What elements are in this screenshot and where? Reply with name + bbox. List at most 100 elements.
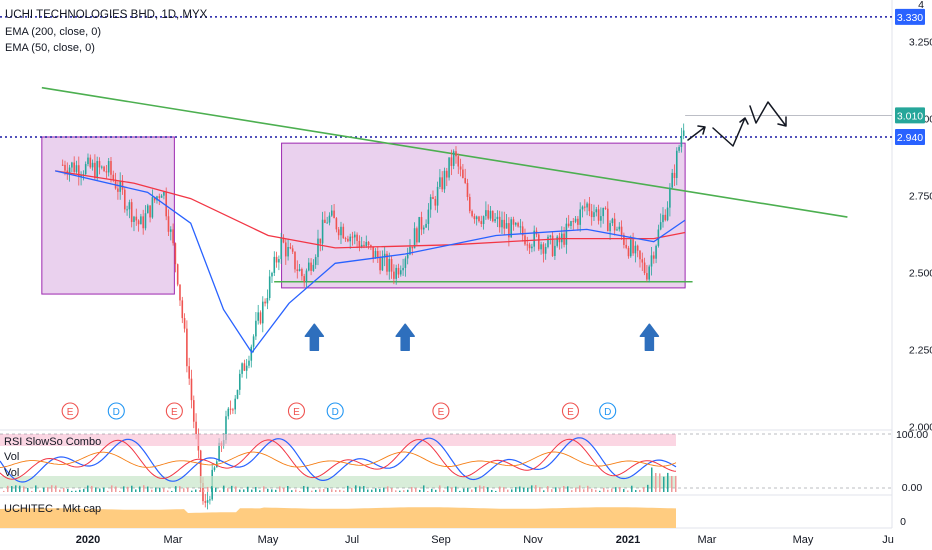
candle-body xyxy=(531,246,533,249)
overbought-band xyxy=(0,434,676,446)
candle-body xyxy=(655,245,657,259)
volume-bar xyxy=(591,488,593,492)
event-marker-label: D xyxy=(604,407,611,418)
volume-bar xyxy=(583,489,585,492)
price-tick-label: 2.250 xyxy=(909,345,932,357)
volume-bar xyxy=(259,490,261,492)
candle-body xyxy=(544,247,547,254)
candle-body xyxy=(450,157,453,166)
candle-body xyxy=(188,366,190,379)
candle-body xyxy=(234,398,236,410)
candle-body xyxy=(183,318,186,329)
volume-bar xyxy=(23,486,25,492)
volume-bar xyxy=(183,488,185,492)
candle-body xyxy=(429,197,432,210)
candle-body xyxy=(629,239,632,257)
mktcap-area xyxy=(0,507,676,528)
volume-bar xyxy=(123,486,125,492)
candle-body xyxy=(586,203,588,208)
volume-label-2[interactable]: Vol xyxy=(4,467,20,479)
volume-bar xyxy=(371,489,373,492)
volume-bar xyxy=(179,486,181,492)
candle-body xyxy=(393,271,395,279)
candle-body xyxy=(206,500,209,503)
volume-bar xyxy=(195,489,197,492)
volume-bar xyxy=(395,490,397,492)
candle-body xyxy=(475,216,478,220)
candle-body xyxy=(673,172,676,178)
ema50-legend[interactable]: EMA (50, close, 0) xyxy=(5,42,95,54)
volume-bar xyxy=(579,485,581,492)
candle-body xyxy=(68,167,71,175)
volume-bar xyxy=(619,487,621,492)
candle-body xyxy=(512,219,515,225)
dividend-marker-2 xyxy=(107,402,125,420)
event-marker-label: D xyxy=(332,407,339,418)
candle-body xyxy=(186,328,188,367)
candle-body xyxy=(321,219,324,244)
candle-body xyxy=(75,165,78,172)
candle-body xyxy=(213,467,216,470)
up-arrow-3 xyxy=(639,323,660,352)
candle-body xyxy=(554,245,556,256)
time-tick-label: Mar xyxy=(698,534,717,546)
candle-body xyxy=(383,253,386,258)
volume-bar xyxy=(339,489,341,492)
mktcap-indicator-label[interactable]: UCHITEC - Mkt cap xyxy=(4,503,102,515)
earnings-marker-4 xyxy=(287,402,306,420)
annotation-arrows xyxy=(304,101,787,352)
volume-bar xyxy=(51,485,53,492)
ema50-line xyxy=(55,170,686,354)
candle-body xyxy=(634,245,637,254)
rsi-indicator-label[interactable]: RSI SlowSo Combo xyxy=(4,436,102,448)
volume-bar xyxy=(615,487,617,492)
candle-body xyxy=(471,211,473,217)
candle-body xyxy=(588,203,591,212)
volume-bar xyxy=(387,486,389,492)
candle-body xyxy=(618,226,621,230)
stoch-k-line xyxy=(0,437,677,483)
candle-body xyxy=(282,237,285,243)
candle-body xyxy=(351,236,354,238)
candle-body xyxy=(275,256,278,263)
volume-bar xyxy=(531,485,533,492)
volume-bar xyxy=(639,489,641,492)
candle-body xyxy=(209,499,211,501)
candle-body xyxy=(273,256,276,273)
candle-body xyxy=(487,210,489,219)
candle-body xyxy=(298,269,301,271)
volume-bar xyxy=(155,487,157,492)
candle-body xyxy=(551,235,554,256)
candle-body xyxy=(268,276,271,298)
event-marker-label: E xyxy=(438,407,445,418)
candle-body xyxy=(432,197,434,199)
volume-bar xyxy=(383,487,385,492)
candle-body xyxy=(243,363,246,371)
volume-bar xyxy=(63,487,65,492)
volume-bar xyxy=(199,490,201,492)
candle-body xyxy=(303,276,305,283)
candle-body xyxy=(593,212,595,218)
volume-label-1[interactable]: Vol xyxy=(4,451,20,463)
volume-bar xyxy=(291,490,293,492)
candle-body xyxy=(526,244,529,246)
candle-body xyxy=(498,216,501,228)
volume-bar xyxy=(659,473,661,492)
candle-body xyxy=(452,151,455,166)
candle-body xyxy=(455,151,457,157)
volume-bar xyxy=(267,488,269,492)
volume-bar xyxy=(151,489,153,492)
event-marker-label: D xyxy=(113,407,120,418)
candle-body xyxy=(107,161,110,173)
candle-body xyxy=(153,197,156,201)
volume-bar xyxy=(295,489,297,492)
candle-body xyxy=(137,220,140,225)
time-tick-label: Nov xyxy=(523,534,543,546)
volume-bar xyxy=(107,490,109,492)
candle-body xyxy=(537,234,540,250)
ema200-line xyxy=(55,170,686,249)
volume-bar xyxy=(131,485,133,492)
ema200-legend[interactable]: EMA (200, close, 0) xyxy=(5,26,101,38)
candle-body xyxy=(666,207,669,221)
